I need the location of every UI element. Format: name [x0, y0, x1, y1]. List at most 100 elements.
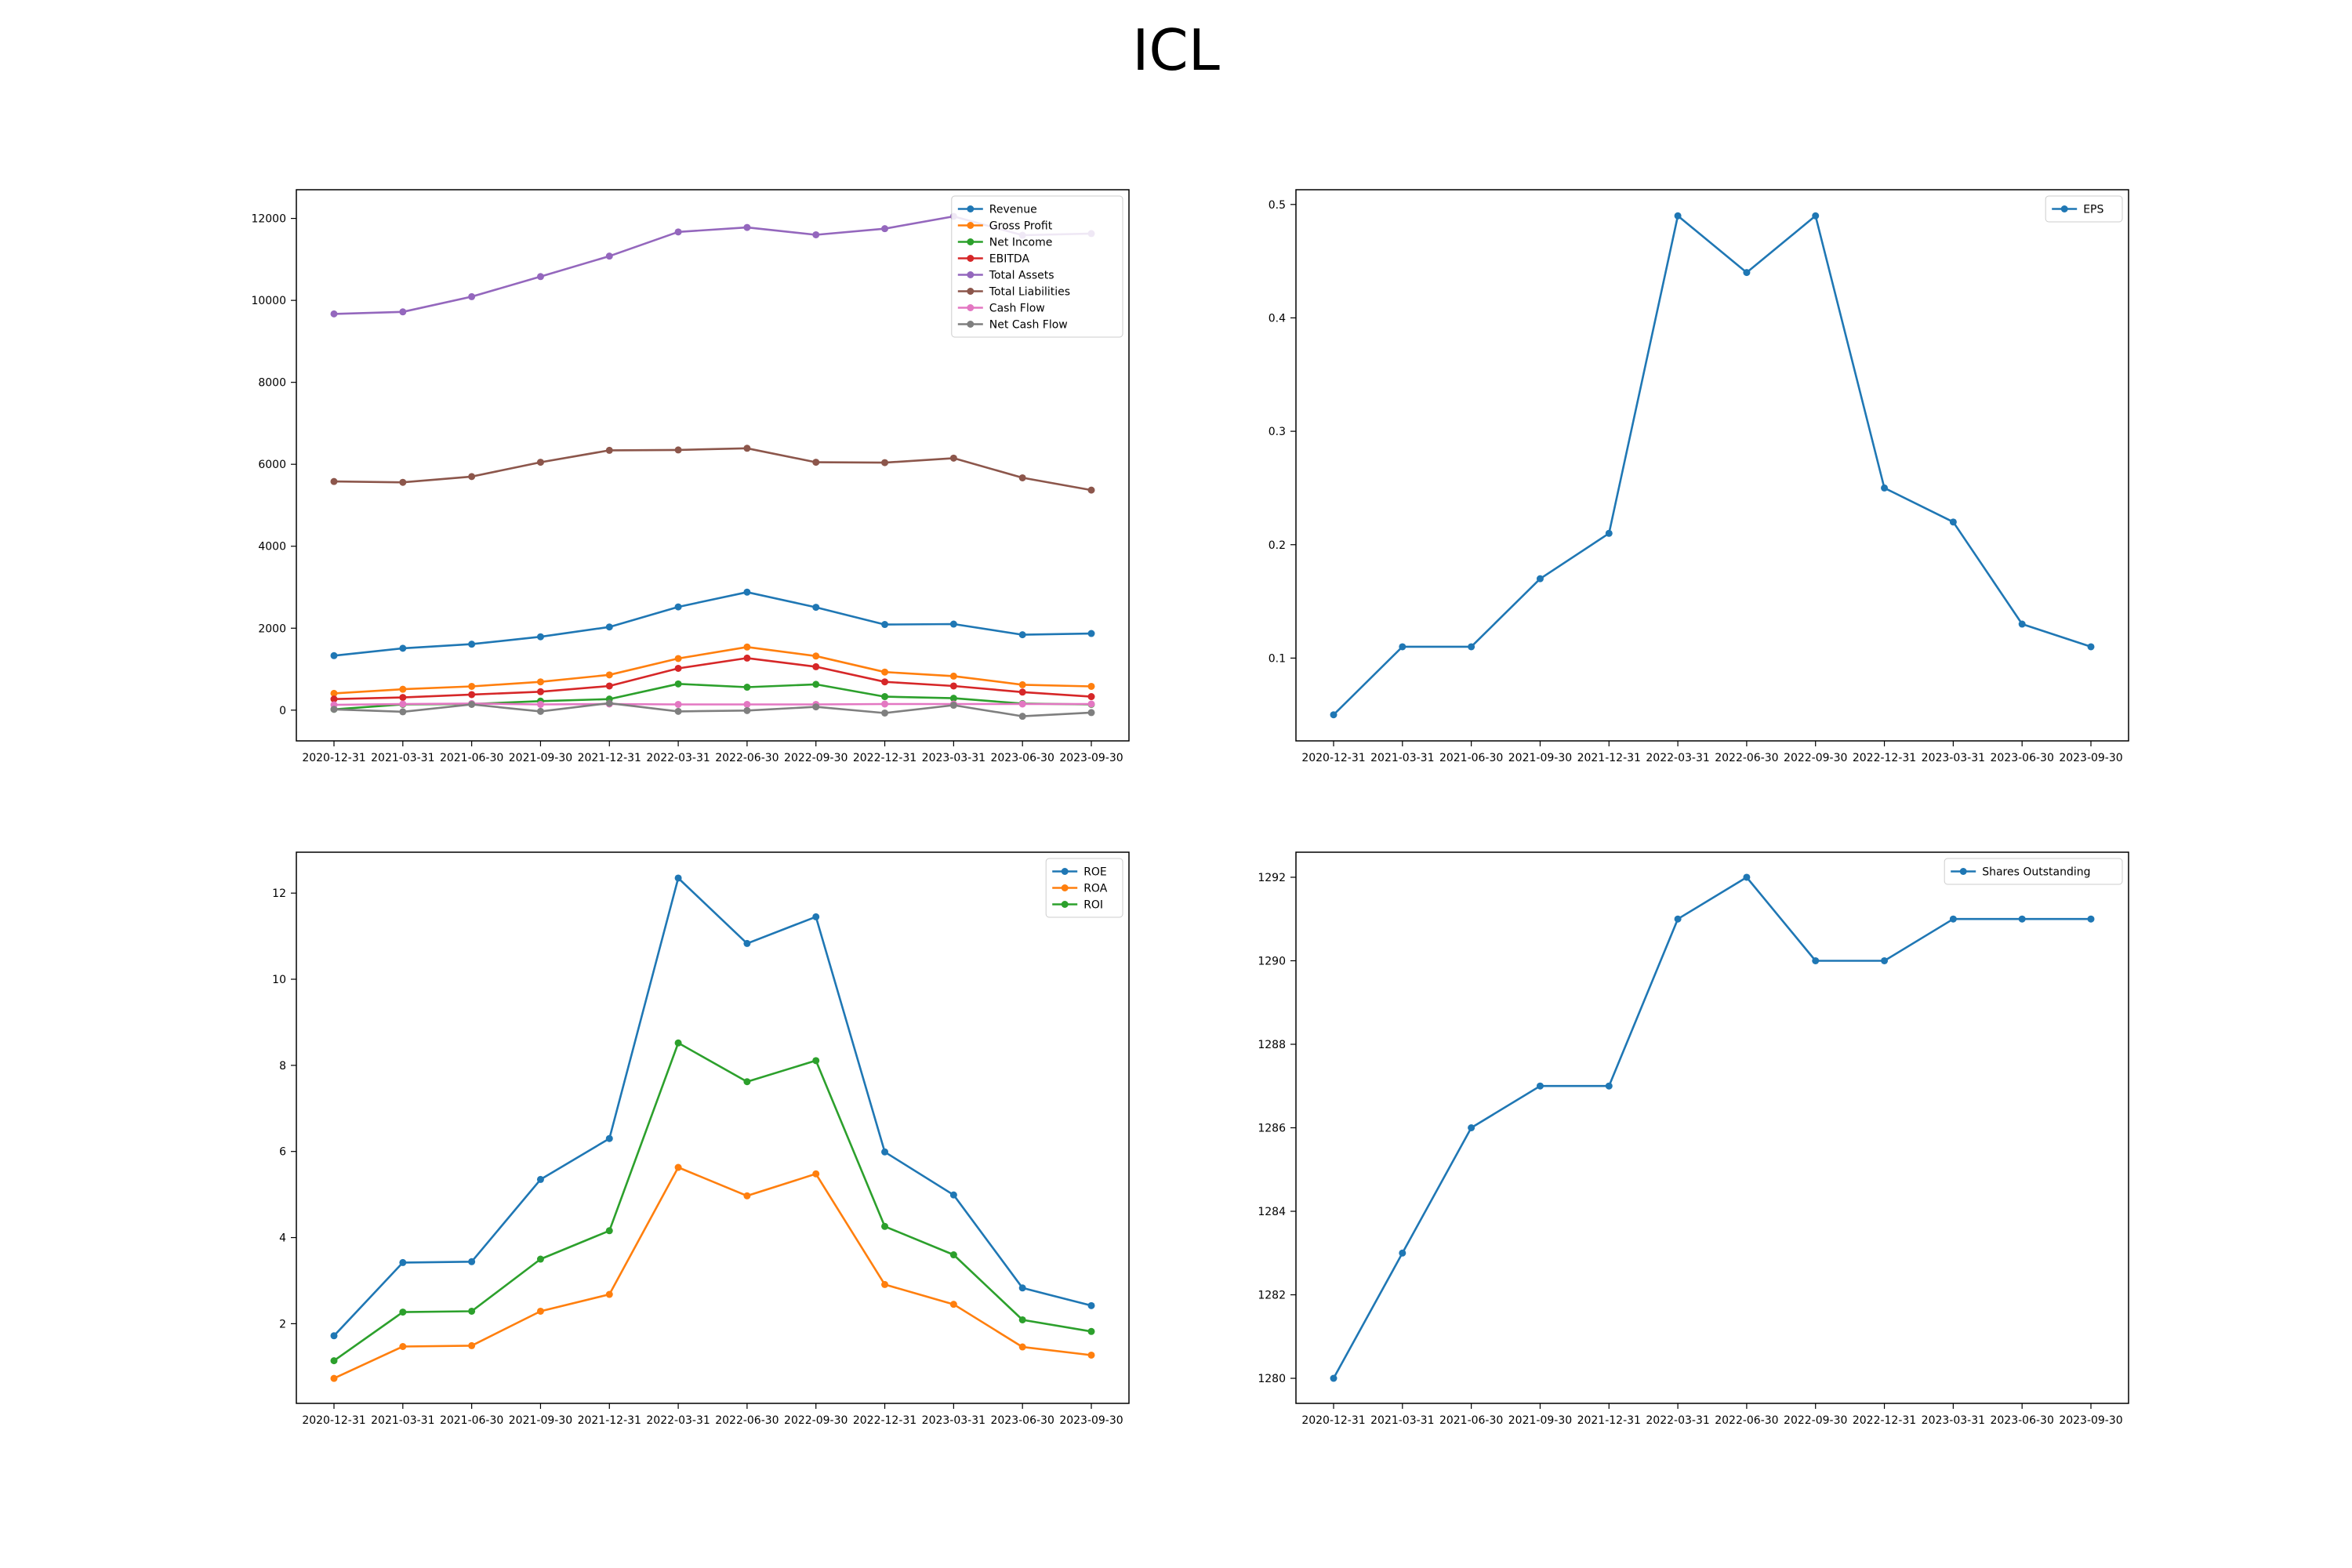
data-point: [468, 292, 476, 300]
data-point: [536, 700, 544, 708]
x-tick-label: 2022-09-30: [784, 752, 848, 764]
data-point: [605, 1134, 613, 1142]
data-point: [1399, 1249, 1406, 1257]
data-point: [674, 874, 682, 882]
series-revenue: [330, 588, 1095, 659]
legend: EPS: [2045, 195, 2123, 223]
data-point: [881, 1222, 889, 1230]
data-point: [330, 689, 338, 697]
data-point: [674, 1163, 682, 1171]
data-point: [743, 223, 751, 231]
data-point: [1536, 575, 1544, 583]
series-eps: [1330, 212, 2095, 719]
y-tick-label: 6: [279, 1146, 286, 1159]
y-tick-label: 1290: [1258, 955, 1286, 967]
data-point: [2087, 915, 2095, 923]
series-shares-outstanding: [1330, 873, 2095, 1382]
legend-box: [1944, 858, 2123, 885]
data-point: [812, 459, 820, 466]
x-tick-label: 2022-03-31: [646, 752, 710, 764]
data-point: [743, 1192, 751, 1200]
data-point: [536, 678, 544, 686]
legend: Shares Outstanding: [1944, 858, 2123, 885]
x-tick-label: 2023-03-31: [1922, 1414, 1985, 1427]
data-point: [605, 1290, 613, 1298]
data-point: [674, 446, 682, 454]
data-point: [468, 700, 476, 708]
y-tick-label: 10000: [251, 295, 286, 307]
legend-swatch-marker: [1061, 901, 1069, 908]
x-tick-label: 2022-03-31: [1646, 1414, 1709, 1427]
chart-ratios: 2020-12-31 2021-03-31 2021-06-30 2021-09-30…: [272, 851, 1130, 1427]
legend-label: Total Liabilities: [989, 286, 1070, 299]
legend-swatch-marker: [1061, 868, 1069, 875]
data-point: [468, 641, 476, 648]
y-tick-label: 8: [279, 1060, 286, 1073]
data-point: [1018, 1316, 1026, 1323]
data-point: [1674, 212, 1682, 220]
legend-label: Net Income: [989, 237, 1053, 249]
x-tick-label: 2020-12-31: [302, 1414, 365, 1427]
x-tick-label: 2020-12-31: [1301, 1414, 1365, 1427]
data-point: [674, 603, 682, 611]
x-tick-label: 2021-03-31: [371, 752, 434, 764]
data-point: [1468, 1124, 1475, 1131]
data-point: [743, 445, 751, 452]
x-tick-label: 2022-06-30: [715, 752, 779, 764]
data-point: [1018, 1284, 1026, 1292]
series-roa: [330, 1163, 1095, 1382]
data-point: [743, 654, 751, 662]
data-point: [399, 685, 407, 693]
x-tick-label: 2022-03-31: [646, 1414, 710, 1427]
data-point: [399, 1308, 407, 1316]
data-point: [881, 678, 889, 686]
x-tick-label: 2023-09-30: [2059, 1414, 2122, 1427]
data-point: [1949, 915, 1957, 923]
data-point: [881, 1148, 889, 1156]
legend-label: ROI: [1083, 899, 1103, 912]
data-point: [1674, 915, 1682, 923]
data-point: [812, 652, 820, 660]
y-tick-label: 12000: [251, 213, 286, 226]
data-point: [330, 310, 338, 318]
data-point: [1018, 631, 1026, 639]
data-point: [881, 668, 889, 676]
data-point: [399, 1343, 407, 1351]
x-tick-label: 2021-09-30: [1508, 1414, 1572, 1427]
data-point: [399, 308, 407, 316]
data-point: [674, 228, 682, 236]
legend-swatch-marker: [967, 205, 975, 212]
data-point: [743, 684, 751, 691]
x-tick-label: 2021-06-30: [440, 1414, 503, 1427]
x-tick-label: 2023-03-31: [922, 1414, 985, 1427]
data-point: [399, 644, 407, 652]
data-point: [1330, 711, 1338, 719]
x-tick-label: 2022-09-30: [784, 1414, 848, 1427]
y-tick-label: 12: [272, 887, 286, 900]
y-tick-label: 2: [279, 1318, 286, 1330]
x-tick-label: 2021-09-30: [509, 1414, 572, 1427]
data-point: [743, 588, 751, 596]
data-point: [1605, 529, 1613, 537]
legend-swatch-marker: [967, 321, 975, 328]
legend-swatch-marker: [2060, 205, 2068, 212]
data-point: [605, 682, 613, 690]
data-point: [1881, 484, 1889, 492]
data-point: [743, 706, 751, 714]
data-point: [605, 1227, 613, 1235]
x-tick-label: 2021-12-31: [578, 1414, 641, 1427]
data-point: [536, 1175, 544, 1183]
data-point: [1087, 1351, 1095, 1359]
series-line: [333, 1166, 1092, 1380]
data-point: [468, 1258, 476, 1265]
data-point: [468, 1341, 476, 1349]
data-point: [743, 700, 751, 708]
data-point: [949, 682, 957, 690]
x-tick-label: 2022-09-30: [1784, 752, 1847, 764]
y-tick-label: 1282: [1258, 1290, 1286, 1302]
y-tick-label: 0.2: [1269, 539, 1286, 552]
data-point: [949, 620, 957, 628]
legend-label: Cash Flow: [989, 303, 1045, 315]
series-line: [333, 1042, 1092, 1362]
data-point: [674, 700, 682, 708]
